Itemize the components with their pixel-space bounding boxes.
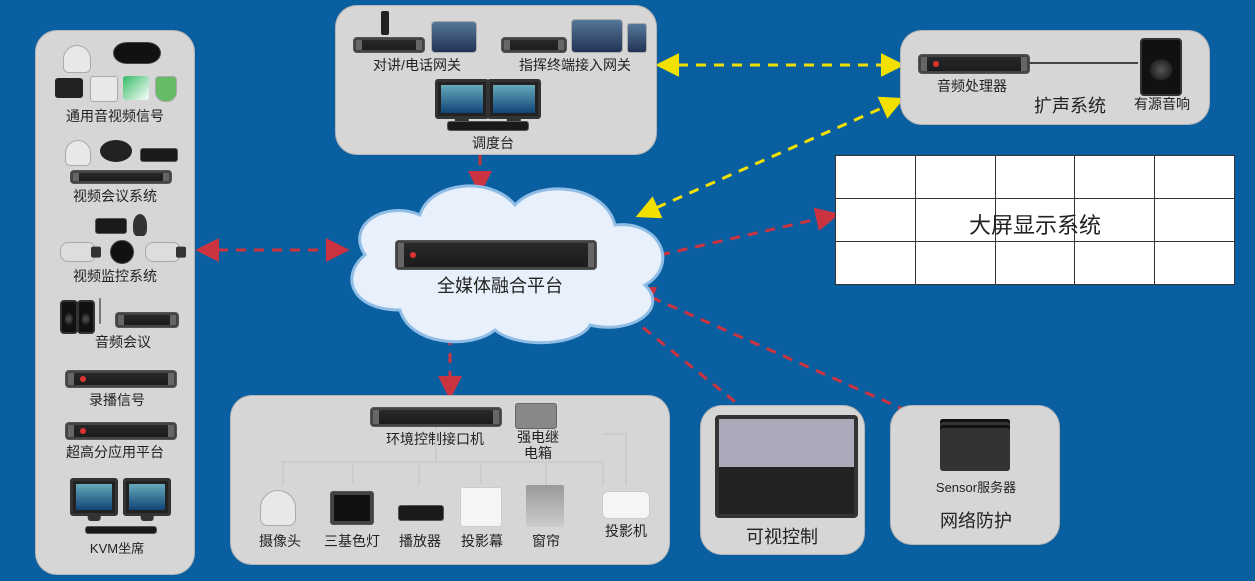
tree-line xyxy=(282,461,284,485)
sub-label: 摄像头 xyxy=(259,531,301,551)
bullet-camera-icon xyxy=(60,242,96,262)
visual-control-panel: 可视控制 xyxy=(700,405,865,555)
dome-camera-icon xyxy=(133,214,147,236)
mic-icon xyxy=(155,76,177,102)
tree-line xyxy=(625,433,627,485)
rack-device-icon xyxy=(70,170,172,184)
light-panel-icon xyxy=(330,491,374,525)
console-monitor-icon xyxy=(435,79,489,119)
gateway2-label: 指挥终端接入网关 xyxy=(519,55,631,75)
console-base-icon xyxy=(447,121,529,131)
sub-label: 投影机 xyxy=(605,521,647,541)
radio-icon xyxy=(381,11,389,35)
left-item-label: 音频会议 xyxy=(95,332,151,352)
rack-device-icon xyxy=(65,422,177,440)
touch-control-screen-icon xyxy=(715,415,858,518)
monitor-icon xyxy=(70,478,118,516)
mic-stand-icon xyxy=(99,298,101,324)
speaker-icon xyxy=(60,300,78,334)
sensor-server-icon xyxy=(940,419,1010,471)
pa-system-panel: 音频处理器 扩声系统 有源音响 xyxy=(900,30,1210,125)
audio-processor-label: 音频处理器 xyxy=(937,76,1007,96)
sub-label: 三基色灯 xyxy=(324,531,380,551)
sub-label: 播放器 xyxy=(399,531,441,551)
phone-terminal-icon xyxy=(627,23,647,53)
dome-camera-icon xyxy=(110,240,134,264)
rack-device-icon xyxy=(501,37,567,53)
projection-screen-icon xyxy=(460,487,502,527)
tree-line xyxy=(418,461,420,485)
active-speaker-icon xyxy=(1140,38,1182,96)
left-item-label: 通用音视频信号 xyxy=(66,106,164,126)
center-title-label: 全媒体融合平台 xyxy=(437,272,563,298)
touch-terminal-icon xyxy=(431,21,477,53)
sub-label: 投影幕 xyxy=(461,531,503,551)
bullet-camera-icon xyxy=(145,242,181,262)
rack-device-icon xyxy=(65,370,177,388)
top-gateway-panel: 对讲/电话网关 指挥终端接入网关 调度台 xyxy=(335,5,657,155)
visual-control-title: 可视控制 xyxy=(746,523,818,549)
network-protect-panel: Sensor服务器 网络防护 xyxy=(890,405,1060,545)
touch-terminal-icon xyxy=(571,19,623,53)
rack-device-icon xyxy=(115,312,179,328)
sub-label: 窗帘 xyxy=(532,531,560,551)
tree-line xyxy=(602,433,626,435)
curtain-icon xyxy=(526,485,564,527)
env-interface-device-icon xyxy=(370,407,502,427)
tablet-icon xyxy=(90,76,118,102)
env-control-panel: 环境控制接口机 强电继 电箱 摄像头 三基色灯 播放器 投影幕 窗帘 投影机 xyxy=(230,395,670,565)
nvr-icon xyxy=(95,218,127,234)
speaker-icon xyxy=(77,300,95,334)
codec-box-icon xyxy=(140,148,178,162)
rack-device-icon xyxy=(353,37,425,53)
projector-icon xyxy=(602,491,650,519)
left-sources-panel: 通用音视频信号 视频会议系统 视频监控系统 音频会议 录播信号 超高分应用平台 … xyxy=(35,30,195,575)
tree-line xyxy=(602,461,604,485)
console-label: 调度台 xyxy=(472,133,514,153)
signal-icon xyxy=(123,76,149,100)
network-protect-title: 网络防护 xyxy=(940,507,1012,533)
sensor-server-label: Sensor服务器 xyxy=(936,477,1016,496)
audio-processor-icon xyxy=(918,54,1030,74)
conference-camera-icon xyxy=(100,140,132,162)
ptz-camera-icon xyxy=(63,45,91,73)
media-platform-device-icon xyxy=(395,240,597,270)
left-item-label: 超高分应用平台 xyxy=(66,442,164,462)
tree-line xyxy=(352,461,354,485)
tree-line xyxy=(545,461,547,485)
tree-line xyxy=(435,427,437,461)
speaker-label: 有源音响 xyxy=(1134,94,1190,114)
monitor-icon xyxy=(123,478,171,516)
video-wall-title: 大屏显示系统 xyxy=(969,208,1101,240)
keyboard-icon xyxy=(85,526,157,534)
laptop-icon xyxy=(55,78,83,98)
audio-link-line xyxy=(1028,62,1138,64)
pa-title-label: 扩声系统 xyxy=(1034,92,1106,118)
left-item-label: KVM坐席 xyxy=(90,538,144,557)
left-item-label: 视频监控系统 xyxy=(73,266,157,286)
camera-sub-icon xyxy=(260,490,296,526)
gateway1-label: 对讲/电话网关 xyxy=(373,55,461,75)
left-item-label: 录播信号 xyxy=(89,390,145,410)
disc-device-icon xyxy=(113,42,161,64)
console-monitor-icon xyxy=(487,79,541,119)
ptz-camera-icon xyxy=(65,140,91,166)
player-icon xyxy=(398,505,444,521)
tree-line xyxy=(282,461,602,463)
tree-line xyxy=(480,461,482,485)
relay-label: 强电继 电箱 xyxy=(517,429,559,461)
relay-box-icon xyxy=(515,403,557,429)
left-item-label: 视频会议系统 xyxy=(73,186,157,206)
